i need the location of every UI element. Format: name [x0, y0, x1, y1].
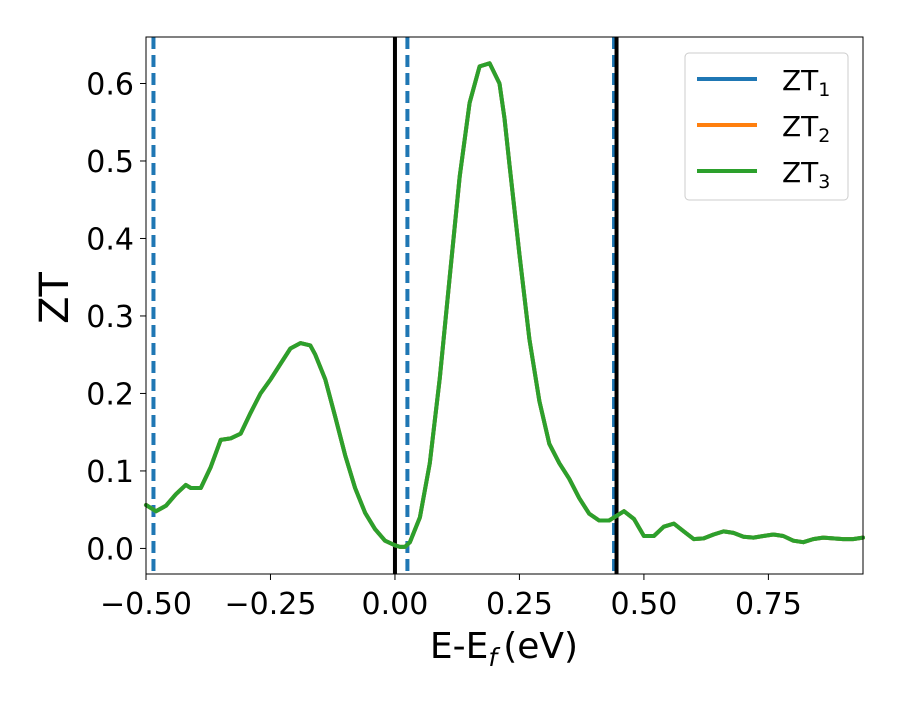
- legend-label-zt2-sub: 2: [818, 125, 830, 147]
- y-tick-label: 0.4: [86, 222, 134, 257]
- x-axis-label-subscript: f: [488, 643, 500, 672]
- x-tick-label: 0.00: [362, 587, 429, 622]
- x-axis-label: E-Ef (eV): [430, 626, 578, 672]
- x-tick-label: 0.50: [611, 587, 678, 622]
- legend: ZT1 ZT2 ZT3: [684, 52, 849, 201]
- series-layer: [144, 61, 865, 549]
- x-tick-label: −0.25: [225, 587, 317, 622]
- y-tick-label: 0.6: [86, 67, 134, 102]
- x-tick-label: −0.50: [100, 587, 192, 622]
- y-axis-label: ZT: [32, 272, 78, 324]
- series-line-zt3: [144, 61, 865, 549]
- y-tick-label: 0.2: [86, 377, 134, 412]
- x-axis-label-unit: (eV): [503, 626, 578, 667]
- vertical-lines-layer: [151, 37, 619, 574]
- legend-label-zt3-sub: 3: [818, 171, 830, 193]
- legend-label-zt1-main: ZT: [782, 64, 819, 97]
- y-tick-label: 0.1: [86, 455, 134, 490]
- legend-box: [684, 52, 849, 201]
- y-tick-label: 0.5: [86, 145, 134, 180]
- legend-label-zt1-sub: 1: [818, 79, 830, 101]
- legend-label-zt3-main: ZT: [782, 156, 819, 189]
- y-tick-label: 0.3: [86, 300, 134, 335]
- legend-label-zt1: ZT1: [782, 64, 830, 101]
- x-tick-label: 0.25: [486, 587, 553, 622]
- x-tick-label: 0.75: [735, 587, 802, 622]
- legend-label-zt3: ZT3: [782, 156, 830, 193]
- x-axis-ticks: −0.50 −0.25 0.00 0.25 0.50 0.75: [100, 574, 802, 622]
- x-axis-label-main: E-E: [430, 626, 488, 667]
- plot-frame: [145, 36, 864, 575]
- y-tick-label: 0.0: [86, 532, 134, 567]
- y-axis-ticks: 0.0 0.1 0.2 0.3 0.4 0.5 0.6: [86, 67, 146, 567]
- legend-label-zt2: ZT2: [782, 110, 830, 147]
- legend-label-zt2-main: ZT: [782, 110, 819, 143]
